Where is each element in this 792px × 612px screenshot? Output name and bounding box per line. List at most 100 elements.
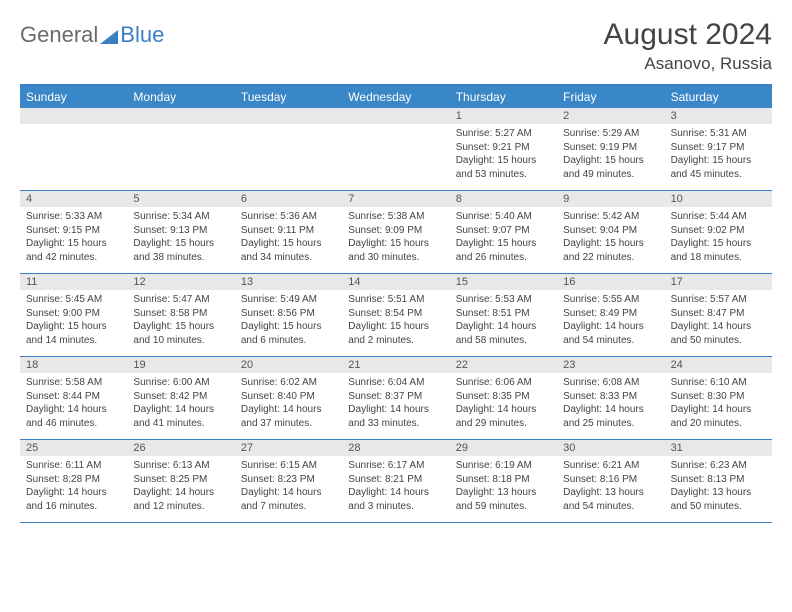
daylight-text: Daylight: 15 hours and 26 minutes. — [456, 237, 551, 264]
daylight-text: Daylight: 13 hours and 59 minutes. — [456, 486, 551, 513]
sunset-text: Sunset: 9:00 PM — [26, 307, 121, 321]
day-number: 16 — [557, 274, 664, 290]
day-cell: 22Sunrise: 6:06 AMSunset: 8:35 PMDayligh… — [450, 357, 557, 439]
sunrise-text: Sunrise: 5:57 AM — [671, 293, 766, 307]
day-body: Sunrise: 5:36 AMSunset: 9:11 PMDaylight:… — [235, 207, 342, 268]
sunrise-text: Sunrise: 6:08 AM — [563, 376, 658, 390]
sunrise-text: Sunrise: 5:55 AM — [563, 293, 658, 307]
daylight-text: Daylight: 14 hours and 7 minutes. — [241, 486, 336, 513]
day-number: 19 — [127, 357, 234, 373]
sunrise-text: Sunrise: 6:04 AM — [348, 376, 443, 390]
sunset-text: Sunset: 8:56 PM — [241, 307, 336, 321]
day-cell: 26 Sunrise: 6:13 AMSunset: 8:25 PMDayligh… — [127, 440, 234, 522]
sunrise-text: Sunrise: 6:17 AM — [348, 459, 443, 473]
day-number: 15 — [450, 274, 557, 290]
day-body: Sunrise: 5:51 AMSunset: 8:54 PMDaylight:… — [342, 290, 449, 351]
daylight-text: Daylight: 14 hours and 50 minutes. — [671, 320, 766, 347]
day-cell: 29Sunrise: 6:19 AMSunset: 8:18 PMDayligh… — [450, 440, 557, 522]
day-number: 7 — [342, 191, 449, 207]
day-number: 11 — [20, 274, 127, 290]
week-row: 25Sunrise: 6:11 AMSunset: 8:28 PMDayligh… — [20, 440, 772, 523]
day-number: 18 — [20, 357, 127, 373]
day-number: 5 — [127, 191, 234, 207]
sunrise-text: Sunrise: 5:34 AM — [133, 210, 228, 224]
daylight-text: Daylight: 15 hours and 14 minutes. — [26, 320, 121, 347]
weekday-monday: Monday — [127, 86, 234, 108]
sunrise-text: Sunrise: 5:42 AM — [563, 210, 658, 224]
day-body: Sunrise: 6:21 AMSunset: 8:16 PMDaylight:… — [557, 456, 664, 517]
sunset-text: Sunset: 9:15 PM — [26, 224, 121, 238]
daylight-text: Daylight: 14 hours and 46 minutes. — [26, 403, 121, 430]
day-number: 21 — [342, 357, 449, 373]
day-body: Sunrise: 5:53 AMSunset: 8:51 PMDaylight:… — [450, 290, 557, 351]
brand-logo: General Blue — [20, 18, 164, 48]
day-number: 20 — [235, 357, 342, 373]
daylight-text: Daylight: 14 hours and 37 minutes. — [241, 403, 336, 430]
weekday-tuesday: Tuesday — [235, 86, 342, 108]
day-cell: 25Sunrise: 6:11 AMSunset: 8:28 PMDayligh… — [20, 440, 127, 522]
day-cell: 13Sunrise: 5:49 AMSunset: 8:56 PMDayligh… — [235, 274, 342, 356]
sunset-text: Sunset: 9:07 PM — [456, 224, 551, 238]
day-number: 30 — [557, 440, 664, 456]
sunset-text: Sunset: 9:11 PM — [241, 224, 336, 238]
sunset-text: Sunset: 9:21 PM — [456, 141, 551, 155]
daylight-text: Daylight: 15 hours and 38 minutes. — [133, 237, 228, 264]
daylight-text: Daylight: 13 hours and 54 minutes. — [563, 486, 658, 513]
sunset-text: Sunset: 8:28 PM — [26, 473, 121, 487]
day-number: 26 — [127, 440, 234, 456]
daylight-text: Daylight: 14 hours and 25 minutes. — [563, 403, 658, 430]
day-cell: 9Sunrise: 5:42 AMSunset: 9:04 PMDaylight… — [557, 191, 664, 273]
day-cell: 16Sunrise: 5:55 AMSunset: 8:49 PMDayligh… — [557, 274, 664, 356]
sunrise-text: Sunrise: 5:51 AM — [348, 293, 443, 307]
sunrise-text: Sunrise: 6:02 AM — [241, 376, 336, 390]
sunrise-text: Sunrise: 5:58 AM — [26, 376, 121, 390]
sunset-text: Sunset: 8:23 PM — [241, 473, 336, 487]
day-cell: 18 Sunrise: 5:58 AMSunset: 8:44 PMDayligh… — [20, 357, 127, 439]
sunrise-text: Sunrise: 6:10 AM — [671, 376, 766, 390]
day-body: Sunrise: 5:34 AMSunset: 9:13 PMDaylight:… — [127, 207, 234, 268]
sunset-text: Sunset: 8:21 PM — [348, 473, 443, 487]
sunset-text: Sunset: 8:30 PM — [671, 390, 766, 404]
sunrise-text: Sunrise: 5:36 AM — [241, 210, 336, 224]
daylight-text: Daylight: 15 hours and 2 minutes. — [348, 320, 443, 347]
day-cell: 1Sunrise: 5:27 AMSunset: 9:21 PMDaylight… — [450, 108, 557, 190]
day-body: Sunrise: 6:11 AMSunset: 8:28 PMDaylight:… — [20, 456, 127, 517]
day-number: 23 — [557, 357, 664, 373]
sunset-text: Sunset: 8:47 PM — [671, 307, 766, 321]
daylight-text: Daylight: 15 hours and 45 minutes. — [671, 154, 766, 181]
sunset-text: Sunset: 8:44 PM — [26, 390, 121, 404]
day-cell: 2Sunrise: 5:29 AMSunset: 9:19 PMDaylight… — [557, 108, 664, 190]
sunset-text: Sunset: 9:02 PM — [671, 224, 766, 238]
day-body: Sunrise: 6:17 AMSunset: 8:21 PMDaylight:… — [342, 456, 449, 517]
sunset-text: Sunset: 8:33 PM — [563, 390, 658, 404]
day-number — [127, 108, 234, 124]
sunrise-text: Sunrise: 5:40 AM — [456, 210, 551, 224]
daylight-text: Daylight: 14 hours and 12 minutes. — [133, 486, 228, 513]
day-body — [20, 124, 127, 131]
calendar-grid: Sunday Monday Tuesday Wednesday Thursday… — [20, 84, 772, 523]
day-number: 27 — [235, 440, 342, 456]
sunrise-text: Sunrise: 5:44 AM — [671, 210, 766, 224]
sunset-text: Sunset: 8:40 PM — [241, 390, 336, 404]
daylight-text: Daylight: 14 hours and 33 minutes. — [348, 403, 443, 430]
day-body — [235, 124, 342, 131]
sunrise-text: Sunrise: 6:11 AM — [26, 459, 121, 473]
day-body: Sunrise: 5:38 AMSunset: 9:09 PMDaylight:… — [342, 207, 449, 268]
week-row: 1Sunrise: 5:27 AMSunset: 9:21 PMDaylight… — [20, 108, 772, 191]
daylight-text: Daylight: 14 hours and 3 minutes. — [348, 486, 443, 513]
brand-part1: General — [20, 22, 98, 48]
day-cell: 30Sunrise: 6:21 AMSunset: 8:16 PMDayligh… — [557, 440, 664, 522]
sunrise-text: Sunrise: 6:23 AM — [671, 459, 766, 473]
day-body: Sunrise: 5:45 AMSunset: 9:00 PMDaylight:… — [20, 290, 127, 351]
sunset-text: Sunset: 8:25 PM — [133, 473, 228, 487]
header: General Blue August 2024 Asanovo, Russia — [20, 18, 772, 74]
weekday-thursday: Thursday — [450, 86, 557, 108]
day-cell: 14Sunrise: 5:51 AMSunset: 8:54 PMDayligh… — [342, 274, 449, 356]
week-row: 18Sunrise: 5:58 AMSunset: 8:44 PMDayligh… — [20, 357, 772, 440]
title-block: August 2024 Asanovo, Russia — [604, 18, 772, 74]
sunrise-text: Sunrise: 6:21 AM — [563, 459, 658, 473]
day-number — [235, 108, 342, 124]
sunrise-text: Sunrise: 6:13 AM — [133, 459, 228, 473]
day-body: Sunrise: 5:33 AMSunset: 9:15 PMDaylight:… — [20, 207, 127, 268]
day-number: 8 — [450, 191, 557, 207]
